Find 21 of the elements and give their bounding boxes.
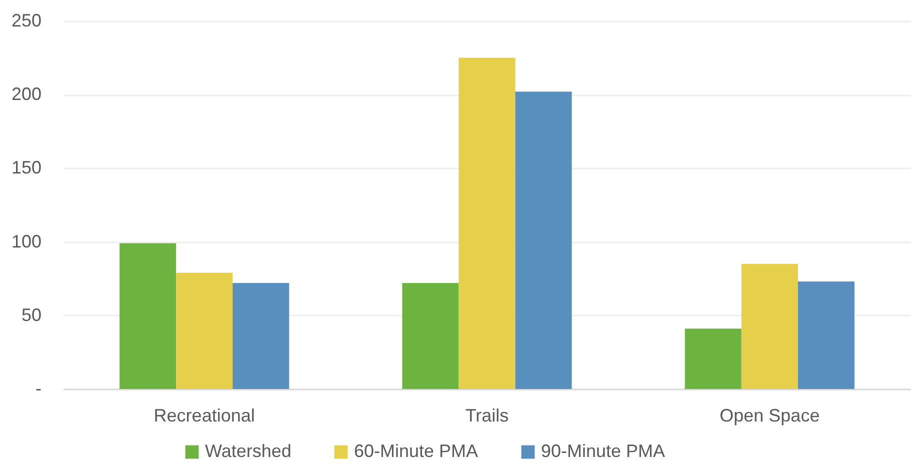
bar [232, 283, 290, 389]
bar [458, 58, 516, 389]
bar [120, 243, 176, 389]
y-tick-label: 100 [11, 231, 42, 252]
y-tick-label: 50 [21, 304, 42, 325]
legend-label: Watershed [205, 441, 292, 461]
bar [798, 282, 854, 389]
y-tick-label: - [36, 378, 42, 398]
y-tick-label: 250 [11, 10, 42, 30]
bar [402, 283, 459, 389]
x-tick-label: Trails [465, 406, 509, 426]
bar [684, 328, 742, 389]
x-tick-label: Open Space [720, 406, 820, 426]
bar [176, 272, 233, 389]
y-tick-label: 200 [11, 84, 42, 104]
legend-label: 60-Minute PMA [354, 441, 478, 461]
bar [515, 92, 572, 389]
legend-label: 90-Minute PMA [541, 441, 666, 461]
bar [741, 264, 798, 389]
x-tick-label: Recreational [154, 406, 255, 426]
y-tick-label: 150 [11, 158, 42, 178]
